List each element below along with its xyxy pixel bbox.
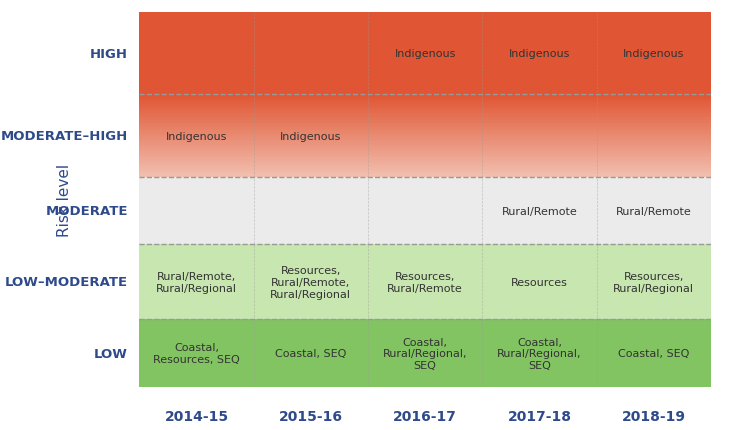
Text: 2015-16: 2015-16 [279, 409, 343, 424]
Text: Indigenous: Indigenous [166, 131, 227, 141]
Text: LOW: LOW [94, 347, 128, 360]
Bar [139, 245, 711, 319]
Text: Risk level: Risk level [57, 163, 73, 237]
Bar [139, 319, 711, 387]
Text: 2018-19: 2018-19 [622, 409, 686, 424]
Text: HIGH: HIGH [90, 48, 128, 61]
Text: Resources,
Rural/Regional: Resources, Rural/Regional [614, 271, 694, 293]
Bar [139, 178, 711, 245]
Text: Coastal, SEQ: Coastal, SEQ [275, 348, 347, 358]
Text: Indigenous: Indigenous [509, 49, 570, 59]
Text: Resources,
Rural/Remote: Resources, Rural/Remote [387, 271, 463, 293]
Text: Indigenous: Indigenous [280, 131, 342, 141]
Text: LOW–MODERATE: LOW–MODERATE [4, 276, 128, 289]
Text: Indigenous: Indigenous [394, 49, 456, 59]
Text: Rural/Remote: Rural/Remote [501, 206, 578, 216]
Text: Coastal,
Rural/Regional,
SEQ: Coastal, Rural/Regional, SEQ [383, 337, 468, 370]
Text: Coastal, SEQ: Coastal, SEQ [618, 348, 690, 358]
Bar [139, 13, 711, 95]
Text: Indigenous: Indigenous [623, 49, 685, 59]
Text: Coastal,
Resources, SEQ: Coastal, Resources, SEQ [153, 343, 240, 364]
Text: 2016-17: 2016-17 [393, 409, 457, 424]
Text: MODERATE: MODERATE [45, 205, 128, 218]
Text: Coastal,
Rural/Regional,
SEQ: Coastal, Rural/Regional, SEQ [497, 337, 582, 370]
Text: Rural/Remote,
Rural/Regional: Rural/Remote, Rural/Regional [156, 271, 237, 293]
Text: 2017-18: 2017-18 [507, 409, 572, 424]
Text: Resources: Resources [511, 277, 568, 287]
Text: Rural/Remote: Rural/Remote [616, 206, 692, 216]
Text: Resources,
Rural/Remote,
Rural/Regional: Resources, Rural/Remote, Rural/Regional [270, 266, 351, 299]
Text: 2014-15: 2014-15 [164, 409, 229, 424]
Text: MODERATE–HIGH: MODERATE–HIGH [1, 130, 128, 143]
